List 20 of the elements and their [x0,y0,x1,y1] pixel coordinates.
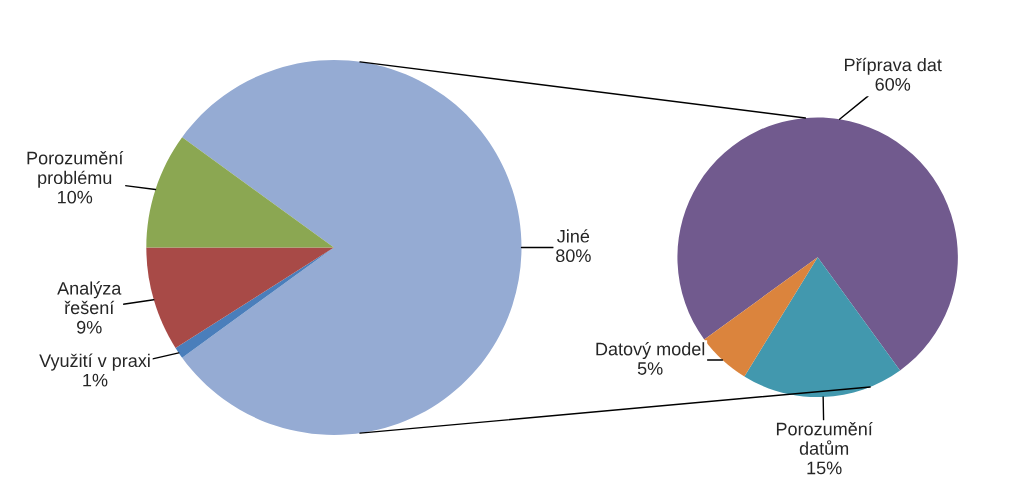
data-label: 60% [875,77,911,91]
slice-label: Jiné [557,229,590,243]
data-label: 15% [807,461,842,475]
pie-slice [182,60,522,435]
pie-slice [175,247,334,358]
slice-label: Využití v praxi [39,353,150,371]
data-label: 9% [77,320,102,334]
slice-label: Příprava dat [845,57,942,75]
pie-slice [146,137,334,248]
data-label: 10% [58,190,93,204]
data-label: 80% [556,249,591,263]
slice-label: Porozumění datům [776,421,873,455]
pie-slice [744,257,901,398]
slice-label: Analýza řešení [57,281,122,315]
pie-slice [704,257,818,377]
data-label: 1% [83,373,108,387]
slice-label: Datový model [596,341,705,359]
data-label: 5% [637,362,663,375]
pie-slice [146,247,334,348]
slice-label: Porozumění problému [27,150,124,188]
